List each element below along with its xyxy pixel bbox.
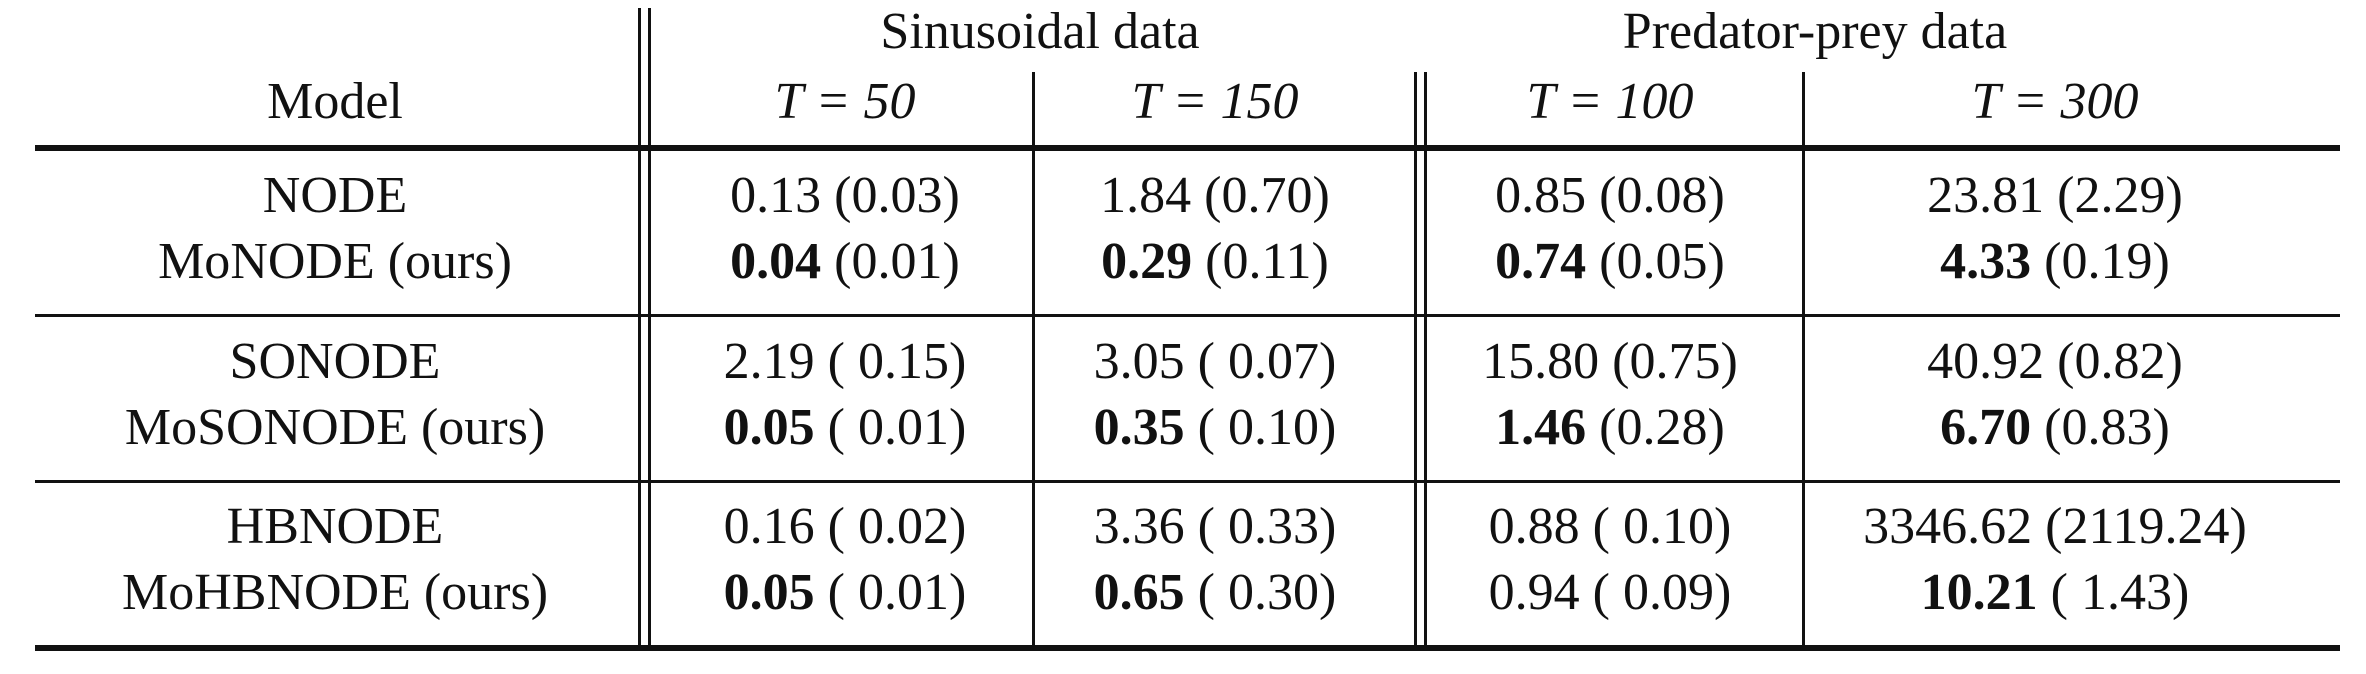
table-cell: 1.46 (0.28) [1495,398,1725,458]
cell-value: 0.94 ( 0.09) [1488,564,1732,621]
table-cell: 15.80 (0.75) [1482,332,1738,392]
header-t300: T = 300 [1971,73,2139,130]
table-cell: 0.16 ( 0.02) [724,497,967,557]
cell-value: 23.81 (2.29) [1927,167,2183,224]
bold-value: 0.74 [1495,233,1587,290]
table-cell: 0.88 ( 0.10) [1489,497,1732,557]
vrule-sin [1032,72,1035,645]
row-model-name: HBNODE [227,497,444,557]
model-label: HBNODE (ours) [194,564,549,621]
model-label: NODE (ours) [230,233,512,290]
cell-value: (0.01) [821,233,960,290]
rule-group2 [35,480,2340,483]
cell-value: 0.16 ( 0.02) [723,498,967,555]
cell-value: 3346.62 (2119.24) [1863,498,2247,555]
row-model-name: MoNODE (ours) [158,232,512,292]
cell-value: 40.92 (0.82) [1927,333,2183,390]
table-cell: 0.94 ( 0.09) [1489,563,1732,623]
bold-value: 1.46 [1495,399,1587,456]
cell-value: (0.83) [2031,399,2170,456]
table-cell: 0.05 ( 0.01) [724,563,967,623]
header-group-predator-prey: Predator-prey data [1622,3,2008,60]
table-cell: 0.85 (0.08) [1495,166,1725,226]
table-cell: 3346.62 (2119.24) [1863,497,2247,557]
row-model-name: NODE [263,166,407,226]
bold-value: 0.04 [730,233,822,290]
cell-value: 15.80 (0.75) [1482,333,1738,390]
row-model-name: MoHBNODE (ours) [122,563,548,623]
cell-value: (0.19) [2031,233,2170,290]
model-label: SONODE (ours) [197,399,546,456]
cell-value: 2.19 ( 0.15) [723,333,967,390]
cell-value: (0.11) [1192,233,1329,290]
cell-value: 3.05 ( 0.07) [1093,333,1337,390]
table-cell: 0.65 ( 0.30) [1094,563,1337,623]
rule-group1 [35,314,2340,317]
bold-value: 4.33 [1940,233,2032,290]
vrule-double-1a [638,8,641,645]
model-prefix: Mo [121,564,195,621]
bold-value: 6.70 [1940,399,2032,456]
table-cell: 0.35 ( 0.10) [1094,398,1337,458]
model-label: SONODE [229,333,441,390]
table-cell: 0.04 (0.01) [730,232,960,292]
header-t150: T = 150 [1131,73,1299,130]
model-label: HBNODE [226,498,444,555]
cell-value: ( 0.30) [1184,564,1337,621]
cell-value: 0.13 (0.03) [730,167,960,224]
cell-value: ( 0.01) [814,564,967,621]
cell-value: 0.85 (0.08) [1495,167,1725,224]
bold-value: 10.21 [1920,564,2038,621]
model-prefix: Mo [124,399,198,456]
row-model-name: SONODE [230,332,441,392]
table-cell: 4.33 (0.19) [1940,232,2170,292]
table-cell: 0.29 (0.11) [1101,232,1329,292]
table-cell: 3.05 ( 0.07) [1094,332,1337,392]
vrule-pp [1802,72,1805,645]
cell-value: ( 0.01) [814,399,967,456]
table-cell: 23.81 (2.29) [1927,166,2183,226]
cell-value: (0.28) [1586,399,1725,456]
table-cell: 6.70 (0.83) [1940,398,2170,458]
vrule-double-2b [1424,72,1427,645]
cell-value: ( 1.43) [2037,564,2190,621]
cell-value: ( 0.10) [1184,399,1337,456]
table-cell: 0.05 ( 0.01) [724,398,967,458]
table-cell: 40.92 (0.82) [1927,332,2183,392]
header-model: Model [267,73,403,130]
bold-value: 0.65 [1093,564,1185,621]
vrule-double-2a [1414,72,1417,645]
bold-value: 0.05 [723,564,815,621]
cell-value: 3.36 ( 0.33) [1093,498,1337,555]
table-cell: 3.36 ( 0.33) [1094,497,1337,557]
row-model-name: MoSONODE (ours) [125,398,545,458]
header-t100: T = 100 [1526,73,1694,130]
model-label: NODE [262,167,408,224]
bold-value: 0.35 [1093,399,1185,456]
cell-value: 0.88 ( 0.10) [1488,498,1732,555]
cell-value: 1.84 (0.70) [1100,167,1330,224]
header-t50: T = 50 [774,73,916,130]
table-cell: 0.13 (0.03) [730,166,960,226]
bold-value: 0.05 [723,399,815,456]
rule-top [35,145,2340,151]
model-prefix: Mo [158,233,231,290]
table-cell: 1.84 (0.70) [1100,166,1330,226]
vrule-double-1b [648,8,651,645]
table-cell: 2.19 ( 0.15) [724,332,967,392]
bold-value: 0.29 [1101,233,1193,290]
header-group-sinusoidal: Sinusoidal data [880,3,1200,60]
rule-bottom [35,645,2340,651]
table-cell: 0.74 (0.05) [1495,232,1725,292]
table-cell: 10.21 ( 1.43) [1921,563,2190,623]
cell-value: (0.05) [1586,233,1725,290]
